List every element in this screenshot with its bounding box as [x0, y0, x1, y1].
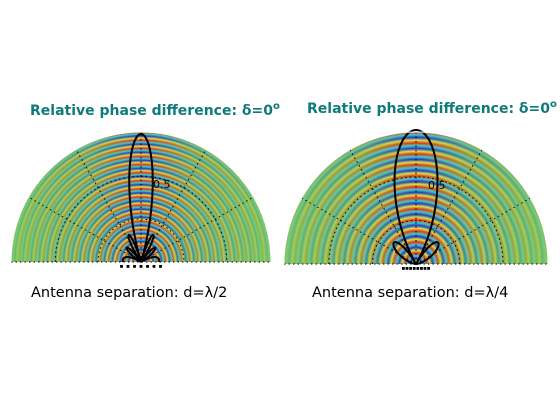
left-title-text: Relative phase difference: δ=0	[30, 103, 274, 119]
grid-spoke	[28, 196, 142, 263]
antenna-element	[416, 267, 420, 270]
antenna-element	[402, 267, 405, 270]
antenna-element	[420, 267, 423, 270]
radiation-pattern-plot-left: 0.5	[10, 131, 272, 268]
grid-spoke	[140, 149, 207, 263]
antenna-element	[146, 265, 149, 268]
radiation-pattern-plot-right: 0.5	[283, 128, 549, 270]
left-caption: Antenna separation: d=λ/2	[31, 285, 228, 301]
right-panel-title: Relative phase difference: δ=0o	[307, 99, 557, 117]
antenna-element	[409, 267, 412, 270]
antenna-element	[159, 265, 162, 268]
left-title-degree: o	[273, 101, 280, 112]
plot-outline	[10, 131, 272, 263]
grid-arc	[328, 176, 504, 265]
antenna-element	[133, 265, 136, 268]
wave-fade	[284, 132, 548, 264]
antenna-element	[423, 267, 427, 270]
wave-field	[284, 132, 548, 264]
right-caption: Antenna separation: d=λ/4	[312, 285, 509, 301]
radial-tick-label: 0.5	[428, 179, 446, 192]
grid-arc	[97, 218, 185, 263]
antenna-element	[152, 265, 156, 268]
antenna-array	[402, 267, 430, 270]
grid-spoke	[75, 149, 142, 263]
antenna-element	[412, 267, 416, 270]
antenna-element	[427, 267, 430, 270]
antenna-array	[120, 265, 162, 268]
antenna-element	[120, 265, 123, 268]
left-panel: 0.5	[0, 0, 280, 300]
grid-spoke	[140, 196, 254, 263]
radial-tick-label: 0.5	[153, 178, 171, 191]
right-title-degree: o	[550, 99, 557, 110]
left-panel-title: Relative phase difference: δ=0o	[30, 101, 280, 119]
grid-arc	[371, 220, 461, 265]
right-title-text: Relative phase difference: δ=0	[307, 101, 551, 117]
antenna-element	[405, 267, 409, 270]
right-panel: 0.5	[280, 0, 560, 300]
plot-outline	[283, 131, 549, 265]
polar-grid	[11, 132, 271, 263]
antenna-element	[126, 265, 130, 268]
antenna-element	[139, 265, 143, 268]
radiation-pattern-curve	[392, 128, 440, 265]
radiation-pattern-curve	[121, 132, 161, 263]
